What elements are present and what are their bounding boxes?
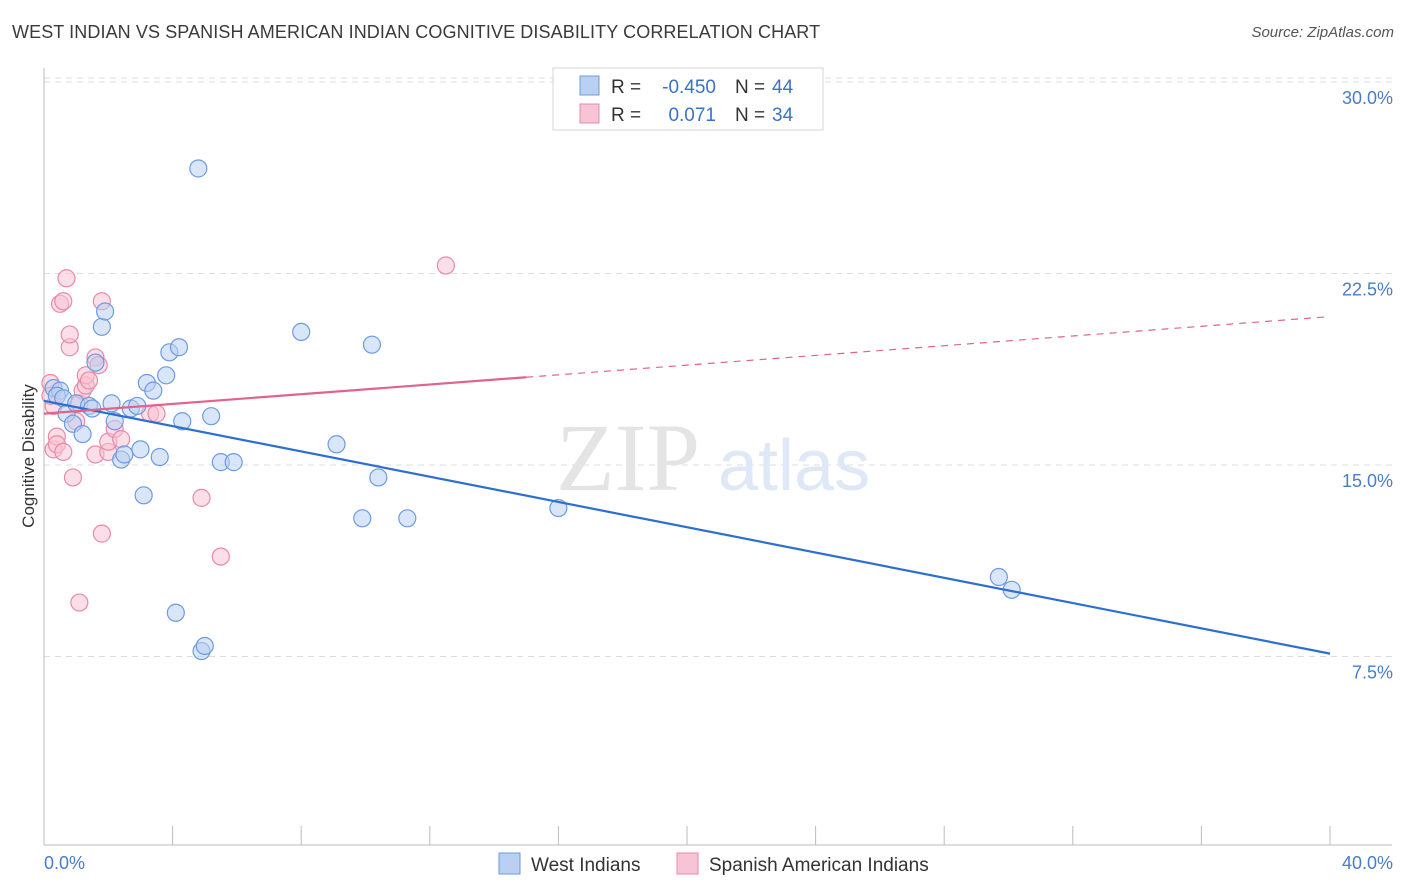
- west-indians-point-38: [362, 335, 382, 354]
- trend-line-spanish-american-indians-extension: [526, 315, 1331, 378]
- spanish-american-indians-point-26: [112, 430, 131, 449]
- legend-n-value-2: 34: [772, 105, 794, 126]
- west-indians-point-34: [224, 453, 243, 472]
- spanish-american-indians-point-31: [436, 256, 455, 275]
- west-indians-point-23: [150, 447, 169, 467]
- west-indians-point-37: [353, 509, 372, 528]
- bottom-legend-label-blue: West Indians: [531, 855, 640, 876]
- west-indians-point-42: [989, 567, 1008, 587]
- west-indians-point-19: [131, 440, 150, 459]
- watermark-atlas: atlas: [718, 426, 870, 506]
- west-indians-point-27: [173, 412, 192, 431]
- chart-title: WEST INDIAN VS SPANISH AMERICAN INDIAN C…: [12, 22, 821, 42]
- west-indians-point-11: [92, 317, 111, 336]
- legend-swatch-pink: [579, 103, 600, 124]
- y-tick-label-1: 15.0%: [1342, 471, 1393, 491]
- legend-n-label-2: N =: [735, 105, 765, 126]
- legend-r-value-1: -0.450: [662, 77, 716, 98]
- spanish-american-indians-point-11: [63, 468, 83, 487]
- west-indians-point-35: [292, 322, 311, 342]
- spanish-american-indians-point-22: [92, 524, 111, 543]
- y-tick-labels: 7.5% 15.0% 22.5% 30.0%: [1342, 88, 1393, 683]
- legend-r-label-1: R =: [611, 77, 641, 98]
- trend-line-spanish-american-indians: [43, 376, 527, 415]
- legend-r-value-2: 0.071: [668, 105, 716, 126]
- bottom-legend-swatch-blue: [498, 852, 521, 875]
- gridlines: [44, 77, 1392, 657]
- west-indians-point-29: [166, 603, 185, 622]
- source-label: Source: ZipAtlas.com: [1251, 24, 1394, 41]
- legend-n-value-1: 44: [772, 77, 794, 98]
- spanish-american-indians-point-28: [147, 404, 166, 423]
- legend-r-label-2: R =: [611, 105, 641, 126]
- west-indians-point-10: [86, 353, 105, 372]
- spanish-american-indians-point-10: [60, 325, 79, 344]
- spanish-american-indians-point-6: [54, 292, 73, 311]
- west-indians-point-31: [195, 636, 214, 656]
- legend: R = -0.450 N = 44 R = 0.071 N = 34: [552, 67, 824, 131]
- watermark: ZIP atlas: [556, 404, 870, 511]
- west-indians-point-7: [73, 424, 92, 444]
- spanish-american-indians-point-29: [192, 488, 211, 507]
- legend-n-label-1: N =: [735, 77, 765, 98]
- west-indians-point-32: [202, 407, 221, 426]
- west-indians-point-14: [105, 412, 124, 431]
- y-tick-label-2: 22.5%: [1342, 280, 1393, 300]
- west-indians-point-12: [95, 302, 115, 321]
- bottom-legend: West Indians Spanish American Indians: [498, 852, 929, 876]
- spanish-american-indians-point-7: [54, 442, 73, 462]
- west-indians-point-24: [157, 366, 176, 385]
- series-west-indians-points: [44, 159, 1021, 661]
- west-indians-point-40: [398, 509, 417, 528]
- x-tick-label-max: 40.0%: [1342, 853, 1393, 873]
- trend-lines: [43, 315, 1331, 655]
- spanish-american-indians-point-32: [70, 593, 89, 612]
- watermark-zip: ZIP: [556, 404, 700, 511]
- y-tick-label-3: 30.0%: [1342, 88, 1393, 108]
- spanish-american-indians-point-8: [57, 269, 76, 288]
- west-indians-point-28: [189, 159, 208, 178]
- west-indians-point-36: [327, 435, 346, 454]
- trend-line-west-indians: [43, 399, 1331, 655]
- west-indians-point-16: [115, 445, 134, 464]
- west-indians-point-39: [369, 468, 388, 487]
- spanish-american-indians-point-30: [211, 547, 230, 566]
- bottom-legend-label-pink: Spanish American Indians: [709, 855, 929, 876]
- y-tick-label-0: 7.5%: [1352, 663, 1393, 683]
- axes: [43, 68, 1392, 846]
- west-indians-point-26: [169, 338, 189, 357]
- bottom-legend-swatch-pink: [676, 852, 699, 875]
- legend-swatch-blue: [579, 75, 600, 96]
- west-indians-point-20: [134, 486, 153, 505]
- x-tick-label-min: 0.0%: [44, 853, 85, 873]
- y-axis-label: Cognitive Disability: [19, 384, 38, 528]
- spanish-american-indians-point-17: [79, 371, 99, 390]
- west-indians-point-22: [144, 381, 163, 400]
- x-tick-marks: [43, 826, 1331, 845]
